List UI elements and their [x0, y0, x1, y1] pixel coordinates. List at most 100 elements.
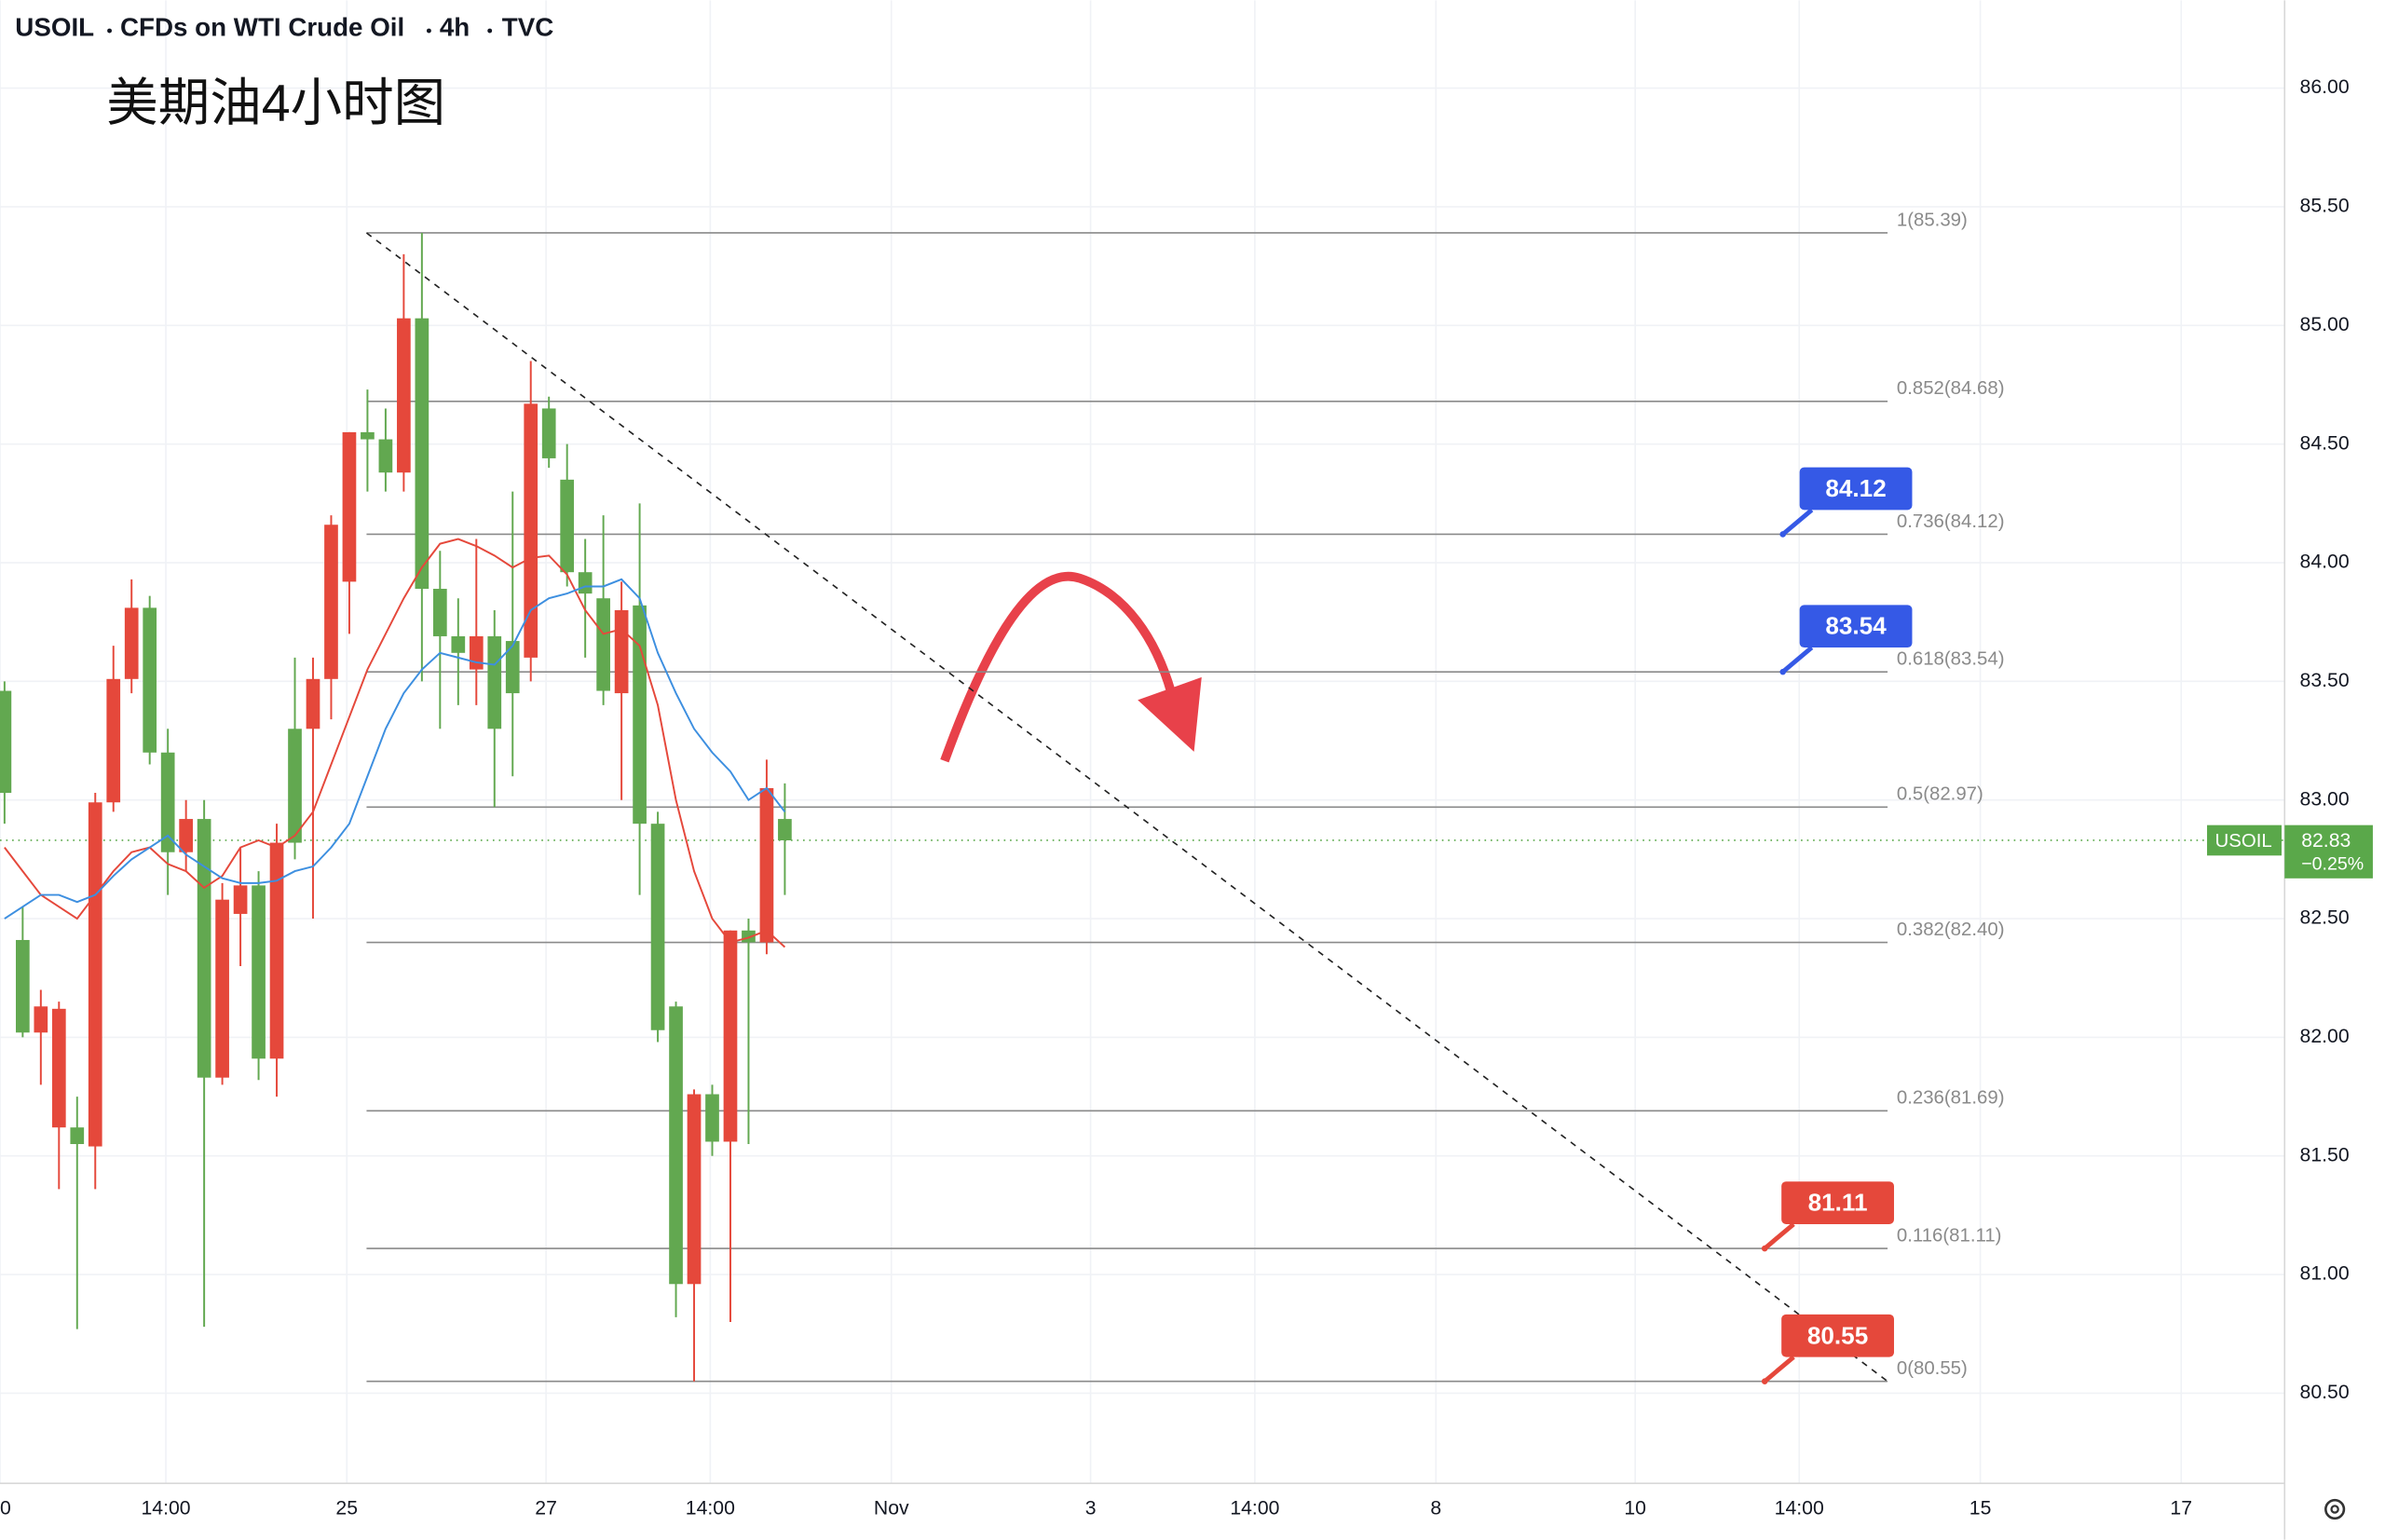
x-tick-label: 14:00	[141, 1498, 190, 1520]
x-tick-label: 27	[535, 1498, 557, 1520]
x-tick-label: 15	[1969, 1498, 1992, 1520]
marker-box	[1799, 605, 1913, 648]
marker-label: 83.54	[1825, 612, 1887, 640]
fib-label: 0.116(81.11)	[1897, 1225, 2002, 1246]
x-tick-label: Nov	[874, 1498, 909, 1520]
marker-label: 84.12	[1825, 474, 1886, 502]
candle-body	[451, 635, 466, 653]
separator	[487, 28, 493, 34]
fib-label: 0.5(82.97)	[1897, 784, 1983, 805]
candle-body	[705, 1094, 719, 1142]
last-price-value: 82.83	[2301, 830, 2351, 852]
marker-pointer	[1781, 646, 1814, 675]
fib-label: 0(80.55)	[1897, 1358, 1968, 1379]
candle-body	[378, 439, 393, 473]
settings-icon[interactable]	[2324, 1498, 2346, 1520]
marker-pointer	[1763, 1222, 1795, 1250]
candle-body	[70, 1127, 85, 1145]
candle-body	[197, 819, 211, 1078]
candle-body	[124, 607, 139, 679]
last-price-symbol: USOIL	[2215, 831, 2272, 852]
symbol: USOIL	[15, 13, 94, 42]
last-price-tag	[2206, 825, 2282, 856]
marker-point	[1761, 1245, 1768, 1252]
fib-label: 1(85.39)	[1897, 210, 1968, 230]
y-tick-label: 81.50	[2300, 1144, 2350, 1165]
candle-body	[487, 635, 502, 729]
marker-box	[1781, 1314, 1894, 1357]
candle-body	[34, 1006, 48, 1033]
candle-body	[650, 824, 665, 1030]
annotation: 美期油4小时图	[106, 74, 445, 131]
x-tick-label: 14:00	[686, 1498, 735, 1520]
marker-point	[1779, 531, 1786, 538]
candle-body	[578, 572, 593, 594]
candle-body	[143, 607, 157, 753]
y-tick-label: 84.00	[2300, 552, 2350, 573]
candle-body	[560, 479, 575, 573]
candle-body	[633, 605, 647, 825]
grid	[0, 0, 2285, 1484]
moving-average	[4, 578, 786, 920]
candle-body	[505, 641, 520, 694]
y-tick-label: 81.00	[2300, 1263, 2350, 1285]
candle-body	[397, 318, 411, 473]
candle-body	[51, 1008, 66, 1128]
marker-point	[1779, 668, 1786, 675]
gear-center[interactable]	[2330, 1505, 2339, 1514]
candle-body	[106, 678, 121, 803]
marker-box	[1781, 1181, 1894, 1224]
y-tick-label: 80.50	[2300, 1382, 2350, 1403]
candle-body	[469, 635, 484, 670]
candle-body	[759, 787, 774, 943]
source: TVC	[502, 13, 554, 42]
fib-label: 0.382(82.40)	[1897, 920, 2005, 940]
candle-body	[215, 899, 229, 1078]
marker-pointer	[1763, 1355, 1795, 1383]
y-tick-label: 83.00	[2300, 788, 2350, 810]
moving-average	[4, 538, 786, 948]
candle-body	[288, 729, 302, 843]
y-tick-label: 82.50	[2300, 907, 2350, 929]
last-price-box	[2284, 825, 2373, 879]
gear[interactable]	[2324, 1498, 2346, 1520]
candle-body	[723, 930, 738, 1142]
candle-body	[778, 819, 792, 840]
candle-body	[669, 1006, 683, 1285]
marker-point	[1761, 1378, 1768, 1384]
instrument-name: CFDs on WTI Crude Oil	[120, 13, 404, 42]
fib-label: 0.736(84.12)	[1897, 511, 2005, 532]
candle-body	[596, 598, 610, 691]
arrow-curve	[940, 572, 1176, 763]
fib-label: 0.618(83.54)	[1897, 648, 2005, 669]
y-tick-label: 86.00	[2300, 76, 2350, 98]
marker-label: 81.11	[1808, 1189, 1868, 1217]
x-tick-label: 20	[0, 1498, 11, 1520]
x-tick-label: 14:00	[1230, 1498, 1279, 1520]
candle-body	[88, 802, 102, 1147]
last-price-change: −0.25%	[2301, 853, 2364, 874]
candle-body	[361, 431, 375, 440]
separator	[426, 28, 431, 34]
fib-label: 0.852(84.68)	[1897, 378, 2005, 399]
candle-body	[306, 678, 320, 729]
x-tick-label: 8	[1430, 1498, 1441, 1520]
y-tick-label: 85.50	[2300, 196, 2350, 217]
separator	[107, 28, 112, 34]
y-tick-label: 83.50	[2300, 670, 2350, 691]
candle-body	[432, 589, 447, 636]
candle-body	[614, 609, 629, 694]
candle-body	[524, 403, 538, 658]
x-tick-label: 25	[335, 1498, 358, 1520]
marker-box	[1799, 467, 1913, 511]
x-tick-label: 10	[1624, 1498, 1646, 1520]
candle-body	[179, 819, 193, 852]
candle-body	[16, 939, 30, 1033]
marker-label: 80.55	[1807, 1321, 1868, 1349]
fib-label: 0.236(81.69)	[1897, 1088, 2005, 1109]
candle-body	[252, 885, 266, 1059]
interval: 4h	[440, 13, 470, 42]
